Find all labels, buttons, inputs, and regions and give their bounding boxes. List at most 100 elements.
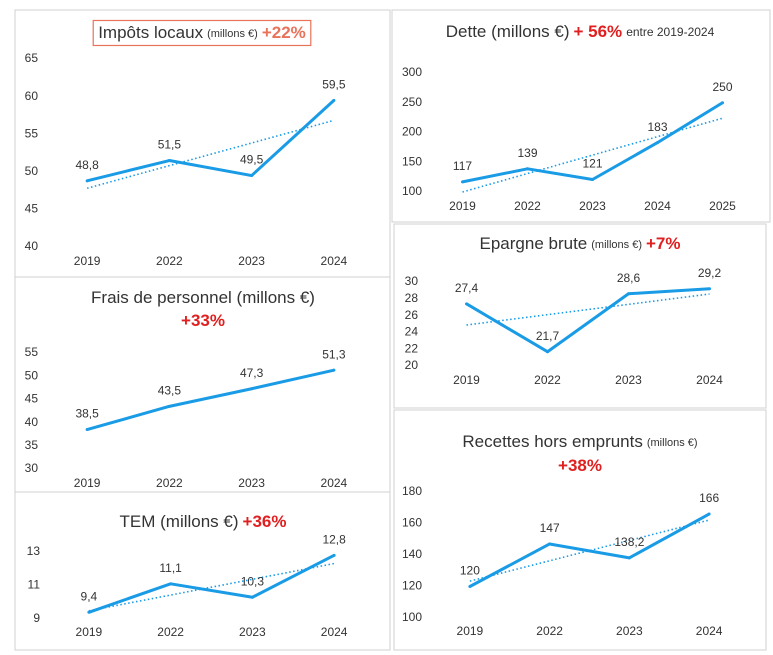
y-tick-label: 100 <box>402 610 422 624</box>
y-tick-label: 9 <box>33 611 40 625</box>
x-tick-label: 2023 <box>616 624 643 638</box>
trendline <box>466 293 710 326</box>
x-tick-label: 2023 <box>238 254 265 268</box>
panel-frame <box>14 276 391 493</box>
data-label: 183 <box>647 120 667 134</box>
y-tick-label: 20 <box>405 358 419 372</box>
title-change: +7% <box>646 234 681 253</box>
y-tick-label: 45 <box>25 202 39 216</box>
x-tick-label: 2019 <box>76 625 103 639</box>
x-tick-label: 2024 <box>321 254 348 268</box>
x-tick-label: 2024 <box>696 373 723 387</box>
title-title: Dette (millons €) <box>446 22 570 41</box>
chart-panel: Recettes hors emprunts (millons €) +38% 100… <box>393 409 767 651</box>
data-label: 11,1 <box>159 561 182 575</box>
x-tick-label: 2024 <box>644 199 671 213</box>
data-line <box>469 512 710 588</box>
y-tick-label: 65 <box>25 51 39 65</box>
chart-panel: Epargne brute (millons €) +7%2022242628302… <box>393 223 767 409</box>
panel-frame <box>14 491 391 651</box>
title-change: + 56% <box>574 22 623 41</box>
panel-frame <box>14 9 391 278</box>
data-point <box>707 512 711 516</box>
x-tick-label: 2022 <box>536 624 563 638</box>
y-tick-label: 150 <box>402 154 422 168</box>
data-point <box>708 287 711 291</box>
data-point <box>167 159 171 163</box>
data-point <box>461 180 464 184</box>
title-unit: (millons €) <box>207 28 258 40</box>
data-label: 9,4 <box>81 589 98 603</box>
title-title: Impôts locaux <box>98 23 203 42</box>
y-tick-label: 24 <box>405 325 419 339</box>
x-tick-label: 2022 <box>534 373 561 387</box>
data-point <box>332 368 336 372</box>
y-tick-label: 250 <box>402 95 422 109</box>
x-tick-label: 2024 <box>321 625 348 639</box>
title-title: TEM (millons €) <box>120 512 239 531</box>
data-label: 38,5 <box>75 407 99 421</box>
y-tick-label: 60 <box>25 89 39 103</box>
data-label: 49,5 <box>240 153 264 167</box>
data-label: 28,6 <box>617 271 641 285</box>
data-point <box>250 174 254 178</box>
x-tick-label: 2019 <box>74 476 101 490</box>
title-change: +38% <box>558 456 602 475</box>
y-tick-label: 28 <box>405 291 419 305</box>
data-label: 166 <box>699 491 719 505</box>
data-label: 138,2 <box>614 535 644 549</box>
y-tick-label: 160 <box>402 516 422 530</box>
chart-title: Dette (millons €) + 56% entre 2019-2024 <box>446 22 715 41</box>
data-point <box>627 292 630 296</box>
data-point <box>468 585 472 588</box>
x-tick-label: 2019 <box>449 199 476 213</box>
y-tick-label: 300 <box>402 65 422 79</box>
y-tick-label: 35 <box>25 438 39 452</box>
y-tick-label: 180 <box>402 484 422 498</box>
x-tick-label: 2019 <box>74 254 101 268</box>
panel-frame <box>391 9 771 223</box>
x-tick-label: 2023 <box>238 476 265 490</box>
panel-frame <box>393 409 767 651</box>
chart-title: +38% <box>558 456 602 475</box>
data-point <box>721 101 724 105</box>
x-tick-label: 2022 <box>156 254 183 268</box>
data-label: 120 <box>460 564 480 578</box>
y-tick-label: 50 <box>25 368 39 382</box>
data-point <box>250 595 254 599</box>
title-change: +36% <box>243 512 287 531</box>
data-point <box>465 302 468 306</box>
chart-panel: TEM (millons €) +36% 9 11 13 2019 2022 2023 2024… <box>14 491 391 651</box>
chart-title: Epargne brute (millons €) +7% <box>480 234 681 253</box>
x-tick-label: 2019 <box>457 624 484 638</box>
chart-panel: Dette (millons €) + 56% entre 2019-2024 100… <box>391 9 771 223</box>
data-point <box>591 178 594 182</box>
y-tick-label: 55 <box>25 126 39 140</box>
y-tick-label: 45 <box>25 392 39 406</box>
data-point <box>548 542 552 546</box>
title-note: entre 2019-2024 <box>626 25 714 39</box>
x-tick-label: 2024 <box>696 624 723 638</box>
data-label: 21,7 <box>536 329 560 343</box>
title-change: +33% <box>181 311 225 330</box>
title-title: Recettes hors emprunts <box>462 432 642 451</box>
y-tick-label: 40 <box>25 415 39 429</box>
chart-panel: Impôts locaux (millons €) +22% 40 45 50 55 60 65… <box>14 9 391 278</box>
data-point <box>546 350 549 354</box>
data-label: 10,3 <box>241 574 265 588</box>
data-point <box>85 428 89 432</box>
data-line <box>465 287 710 354</box>
data-point <box>169 582 173 586</box>
y-tick-label: 30 <box>405 274 419 288</box>
data-line <box>86 99 335 183</box>
x-tick-label: 2022 <box>156 476 183 490</box>
y-tick-label: 50 <box>25 164 39 178</box>
y-tick-label: 55 <box>25 345 39 359</box>
data-label: 139 <box>517 146 537 160</box>
data-label: 117 <box>453 159 472 173</box>
data-label: 59,5 <box>322 78 346 92</box>
data-point <box>167 404 171 408</box>
data-label: 147 <box>540 521 560 535</box>
y-tick-label: 22 <box>405 341 419 355</box>
data-line <box>86 368 335 432</box>
